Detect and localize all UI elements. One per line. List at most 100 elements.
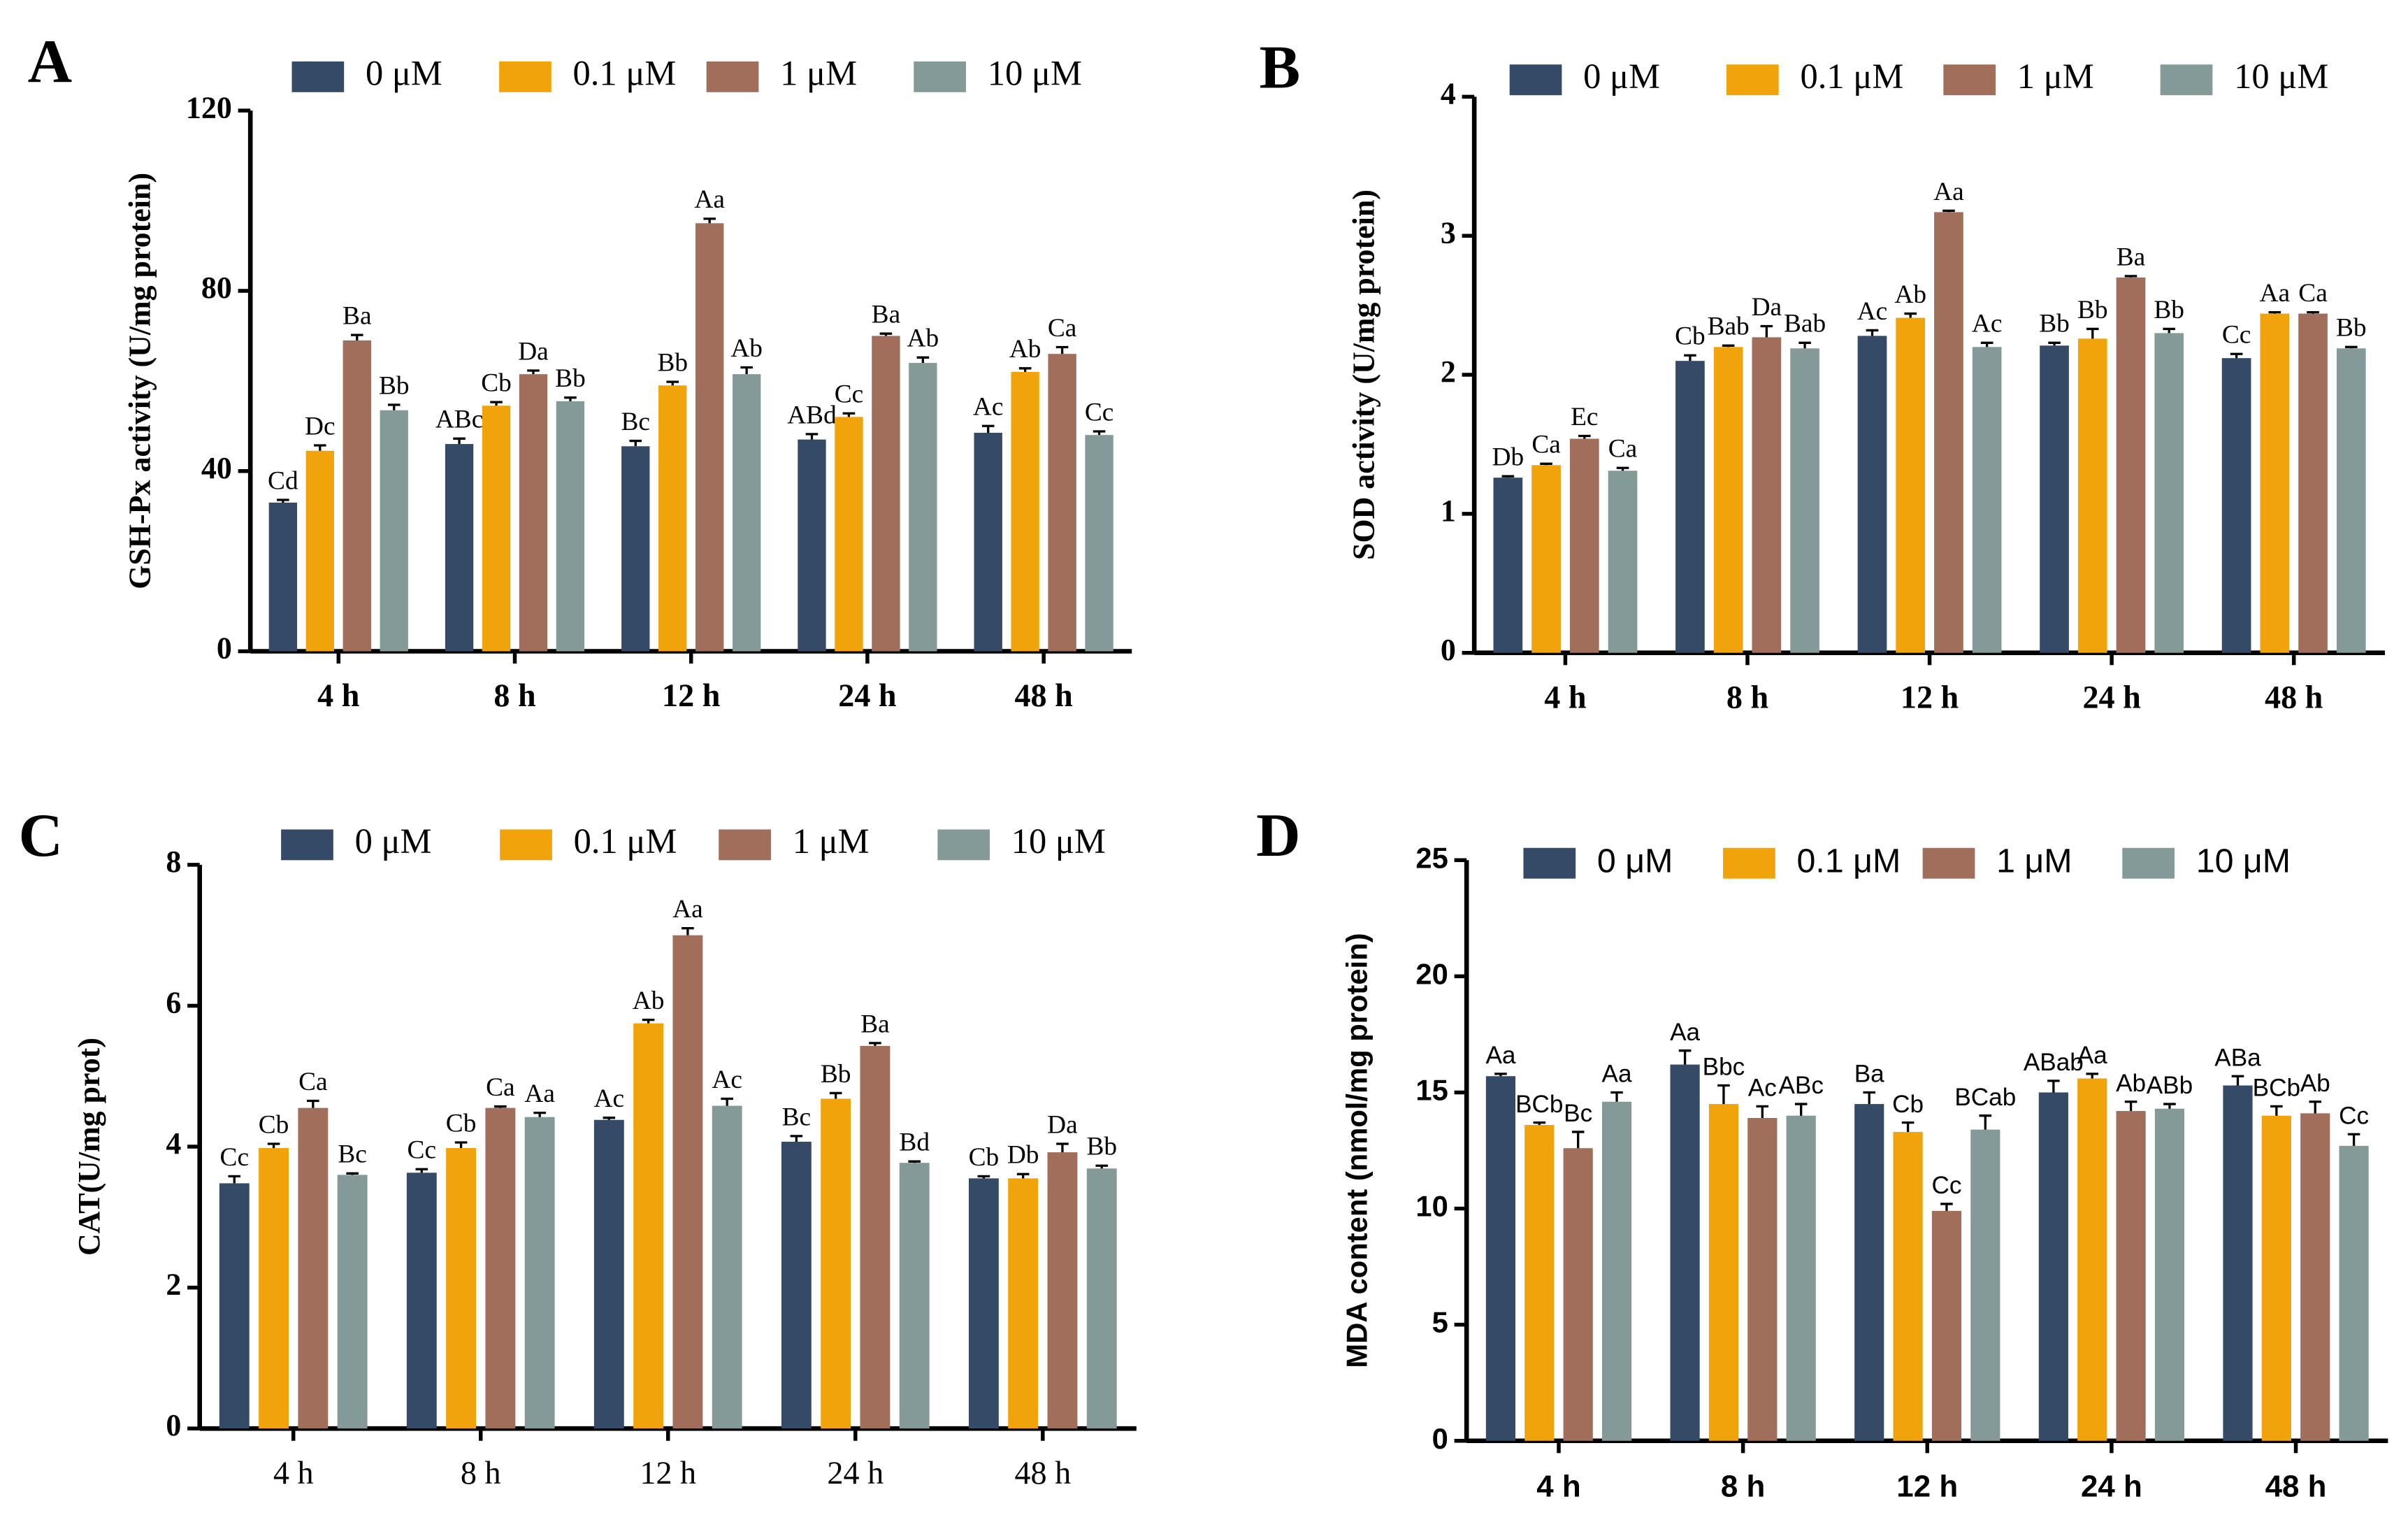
x-tick-label: 8 h	[461, 1455, 501, 1491]
error-bar	[2163, 327, 2175, 334]
significance-label: Ba	[872, 301, 901, 329]
bar	[1972, 347, 2002, 653]
bar	[1893, 1131, 1923, 1441]
bar	[1563, 1148, 1593, 1441]
bar	[2116, 1111, 2146, 1441]
bar	[1485, 1076, 1516, 1441]
significance-label: Cc	[1931, 1172, 1961, 1199]
legend-swatch	[1523, 847, 1576, 879]
bar	[1747, 1118, 1778, 1441]
significance-label: ABa	[2214, 1044, 2261, 1071]
bar	[621, 446, 650, 652]
significance-label: Cc	[2222, 321, 2251, 350]
legend-swatch	[706, 61, 759, 92]
legend-swatch	[281, 829, 333, 861]
error-bar	[721, 1097, 733, 1106]
bar	[974, 432, 1002, 652]
legend-swatch	[1723, 847, 1775, 879]
significance-label: Bb	[2154, 296, 2184, 324]
significance-label: Cc	[220, 1143, 249, 1172]
y-tick-label: 4	[1441, 76, 1456, 110]
bar	[732, 374, 761, 652]
significance-label: Bc	[1564, 1100, 1592, 1127]
error-bar	[642, 1018, 655, 1024]
significance-label: Ca	[2298, 279, 2328, 308]
error-bar	[527, 369, 540, 375]
legend-label: 10 μM	[2234, 57, 2328, 96]
significance-label: Ab	[730, 334, 763, 363]
legend-label: 0 μM	[366, 53, 442, 92]
error-bar	[1016, 1173, 1030, 1179]
significance-label: Dc	[305, 412, 336, 440]
legend-label: 0.1 μM	[1800, 57, 1903, 96]
significance-label: Ca	[298, 1068, 328, 1096]
bar	[1931, 1210, 1962, 1441]
error-bar	[1616, 466, 1629, 471]
significance-label: Cc	[2339, 1102, 2369, 1129]
significance-label: Bd	[899, 1128, 930, 1157]
x-tick-label: 24 h	[827, 1455, 884, 1491]
significance-label: Ab	[1894, 280, 1926, 309]
bar	[445, 444, 474, 652]
error-bar	[415, 1168, 428, 1173]
x-tick-label: 24 h	[2082, 679, 2140, 715]
significance-label: Ca	[486, 1073, 515, 1102]
significance-label: BCab	[1954, 1084, 2016, 1111]
significance-label: Bb	[379, 371, 410, 400]
error-bar	[682, 926, 694, 935]
y-tick-label: 120	[186, 90, 232, 124]
bar	[1854, 1104, 1884, 1441]
error-bar	[494, 1105, 507, 1108]
legend-label: 1 μM	[793, 822, 870, 861]
bar	[1934, 212, 1963, 653]
error-bar	[916, 356, 930, 364]
bar	[446, 1148, 477, 1429]
legend-label: 0 μM	[355, 822, 432, 861]
error-bar	[453, 437, 466, 445]
x-tick-label: 8 h	[1726, 679, 1768, 715]
significance-label: Bb	[657, 349, 688, 378]
error-bar	[2124, 275, 2137, 278]
y-tick-label: 10	[1415, 1190, 1448, 1223]
significance-label: Aa	[1485, 1042, 1515, 1069]
bar	[695, 223, 724, 652]
error-bar	[1863, 1091, 1876, 1105]
legend-label: 0.1 μM	[574, 822, 677, 861]
significance-label: ABb	[2147, 1072, 2193, 1099]
error-bar	[1798, 341, 1811, 349]
bar	[1531, 465, 1561, 653]
bar	[1786, 1115, 1816, 1441]
significance-label: Ac	[1972, 310, 2003, 338]
significance-label: Db	[1492, 443, 1524, 472]
legend-label: 0 μM	[1583, 57, 1660, 96]
bar	[2154, 333, 2184, 653]
bar	[1896, 317, 1926, 653]
significance-label: Bab	[1708, 313, 1750, 341]
error-bar	[603, 1117, 616, 1120]
error-bar	[908, 1160, 921, 1163]
bar	[1601, 1101, 1632, 1441]
panel-label: A	[28, 28, 72, 96]
significance-label: Ac	[973, 393, 1004, 422]
error-bar	[805, 433, 819, 440]
legend-label: 1 μM	[1996, 842, 2072, 880]
bar	[1048, 354, 1076, 652]
significance-label: Aa	[524, 1080, 555, 1108]
error-bar	[2309, 1100, 2322, 1114]
error-bar	[1940, 1203, 1953, 1211]
error-bar	[790, 1135, 803, 1142]
bar	[672, 935, 703, 1429]
error-bar	[1756, 1105, 1769, 1119]
significance-label: BCb	[1515, 1091, 1563, 1118]
significance-label: Bb	[1086, 1133, 1117, 1161]
y-tick-label: 2	[1441, 354, 1456, 389]
bar	[2339, 1145, 2369, 1441]
bar	[1752, 337, 1782, 653]
y-tick-label: 0	[1441, 633, 1456, 667]
x-tick-label: 8 h	[1721, 1469, 1765, 1503]
error-bar	[2231, 1075, 2244, 1086]
error-bar	[869, 1042, 881, 1046]
significance-label: Cb	[481, 369, 512, 398]
bar	[2077, 338, 2107, 653]
chart-panel: C 0 2 4 6 8 CAT(U/mg prot) 4 h 8 h 12 h 24 h 48 h Cc…	[18, 802, 1137, 1491]
